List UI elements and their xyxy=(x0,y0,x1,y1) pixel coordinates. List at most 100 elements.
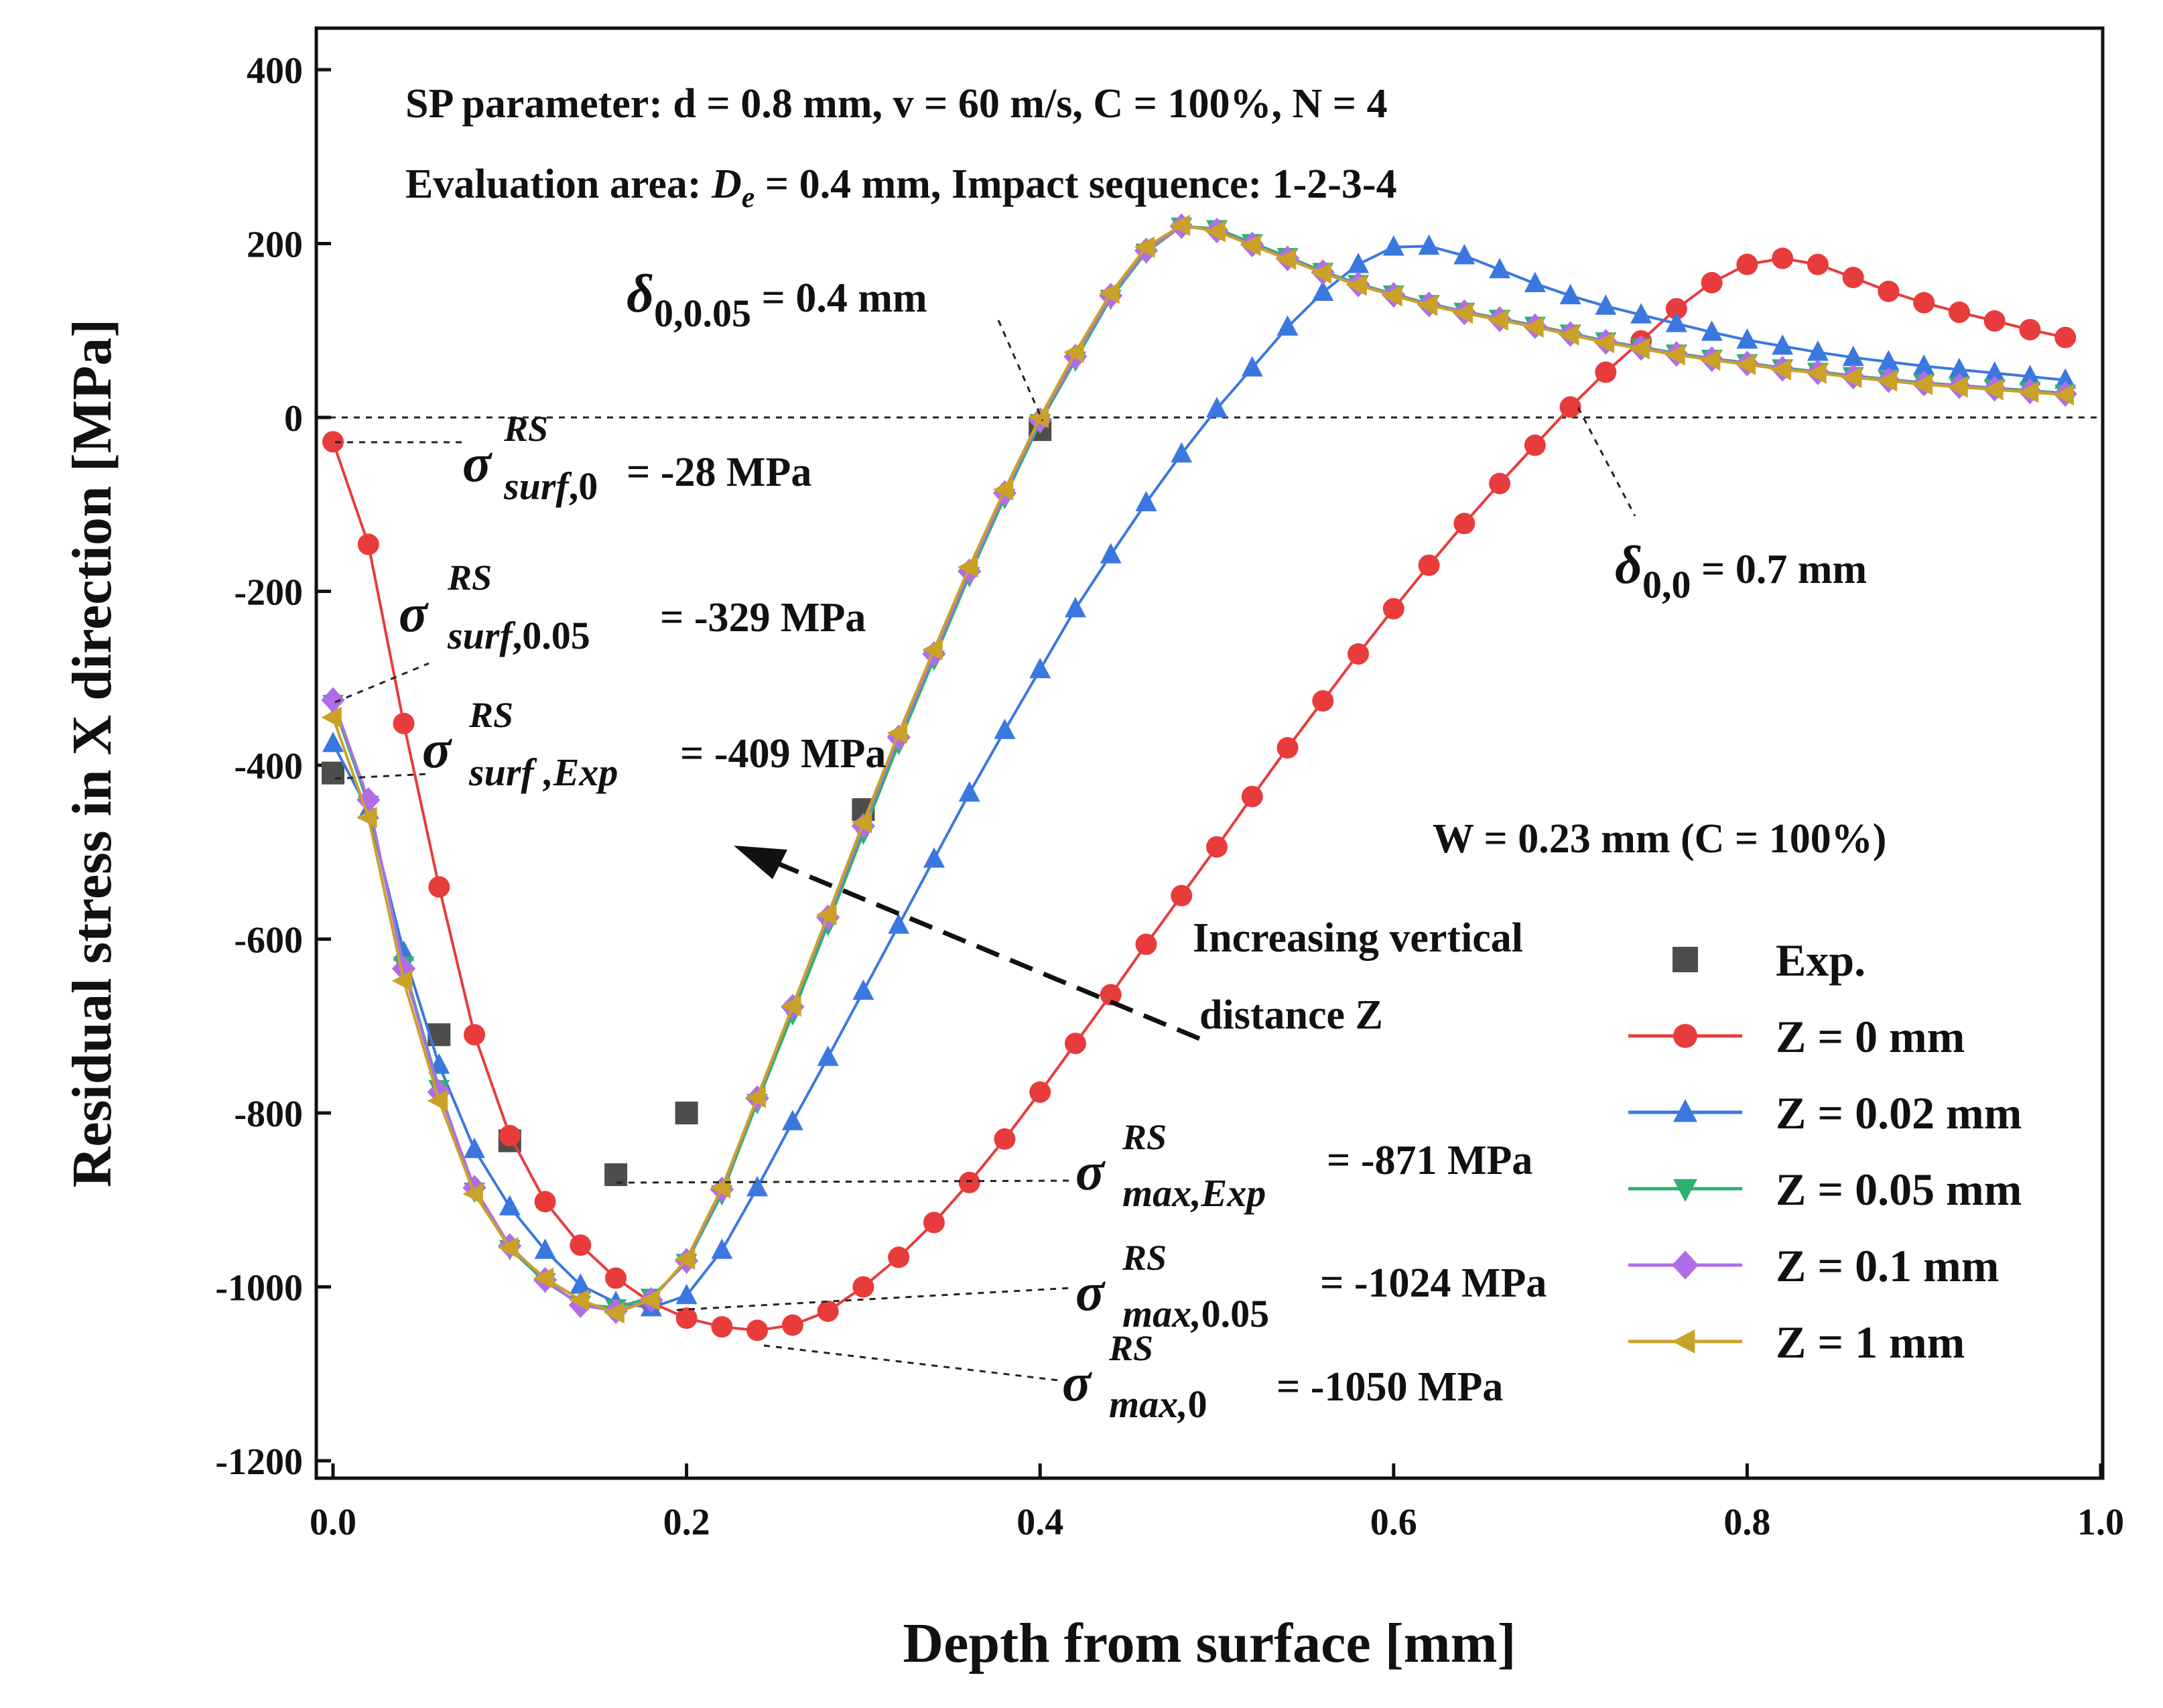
increasing-z-arrow xyxy=(734,846,1201,1041)
data-point xyxy=(428,876,450,898)
y-tick-label: -1000 xyxy=(215,1268,303,1309)
sigma-surf-0-annotation: σ RS surf,0 = -28 MPa xyxy=(462,409,811,508)
sigma-max-exp-subscript: max,Exp xyxy=(1122,1171,1266,1215)
data-point xyxy=(816,904,837,926)
delta-0-annotation: δ0,0 = 0.7 mm xyxy=(1615,536,1867,606)
arrow-label-line2: distance Z xyxy=(1199,992,1383,1038)
data-point xyxy=(923,1211,945,1234)
legend-marker xyxy=(1673,1179,1697,1202)
data-point xyxy=(533,1267,554,1289)
data-point xyxy=(1595,361,1617,383)
data-point xyxy=(1028,407,1049,428)
data-point xyxy=(675,1102,698,1124)
data-point xyxy=(356,806,377,828)
data-point xyxy=(1559,396,1581,418)
series-2 xyxy=(322,247,2077,1341)
data-point xyxy=(1382,285,1402,307)
data-point xyxy=(1947,376,1968,398)
legend-label: Z = 0.02 mm xyxy=(1776,1088,2022,1138)
data-point xyxy=(570,1273,592,1294)
data-point xyxy=(888,1246,910,1268)
delta-005-subscript: 0,0.05 xyxy=(654,291,751,335)
data-point xyxy=(357,533,379,555)
data-point xyxy=(922,639,943,661)
sigma-surf-0-symbol: σ xyxy=(462,434,493,493)
data-point xyxy=(1489,257,1511,279)
data-point xyxy=(321,706,342,728)
data-point xyxy=(781,1110,803,1130)
data-point xyxy=(1169,214,1191,237)
x-tick-label: 1.0 xyxy=(2077,1502,2124,1543)
data-point xyxy=(2019,365,2041,385)
data-point xyxy=(1878,350,1900,371)
data-point xyxy=(1382,598,1404,620)
data-point xyxy=(322,761,344,785)
delta-0-subscript: 0,0 xyxy=(1642,563,1691,606)
data-point xyxy=(1348,643,1370,665)
legend-label: Z = 0.05 mm xyxy=(1776,1164,2022,1215)
data-point xyxy=(1842,345,1864,367)
sigma-max-0-subscript: max,0 xyxy=(1109,1382,1207,1426)
sigma-max-005-subscript: max,0.05 xyxy=(1122,1292,1269,1335)
data-point xyxy=(1770,358,1791,381)
data-point xyxy=(745,1086,766,1108)
data-point xyxy=(1029,657,1051,679)
data-point xyxy=(1701,271,1723,293)
series-3 xyxy=(322,234,2077,1317)
leader-max-0 xyxy=(763,1344,1059,1382)
data-point xyxy=(534,1238,556,1259)
sigma-max-exp-superscript: RS xyxy=(1122,1117,1167,1157)
data-point xyxy=(1275,248,1297,270)
data-point xyxy=(817,1045,839,1066)
data-point xyxy=(1453,244,1476,265)
legend-marker xyxy=(1672,1329,1695,1354)
sp-parameter-text: SP parameter: d = 0.8 mm, v = 60 m/s, C … xyxy=(405,81,1388,127)
data-point xyxy=(1241,785,1263,807)
data-point xyxy=(1452,302,1473,324)
data-point xyxy=(2054,326,2077,348)
y-tick-label: 400 xyxy=(247,50,303,92)
sigma-max-005-sub-b: 0.05 xyxy=(1201,1292,1270,1335)
sigma-surf-exp-symbol: σ xyxy=(422,720,452,779)
data-point xyxy=(1240,235,1261,257)
sigma-max-exp-symbol: σ xyxy=(1075,1142,1106,1201)
data-point xyxy=(888,913,910,934)
data-point xyxy=(1736,253,1758,275)
sigma-max-0-sub-b: 0 xyxy=(1188,1382,1207,1426)
data-point xyxy=(1064,596,1086,618)
data-point xyxy=(1100,543,1122,564)
data-point xyxy=(639,1289,660,1311)
legend-marker xyxy=(1673,1024,1697,1048)
legend-label: Z = 1 mm xyxy=(1776,1317,1965,1368)
legend-label: Z = 0 mm xyxy=(1776,1011,1965,1062)
sigma-surf-exp-subscript: surf ,Exp xyxy=(468,750,618,794)
data-point xyxy=(1312,280,1334,301)
data-point xyxy=(1206,836,1228,858)
data-point xyxy=(1029,1081,1051,1103)
sigma-surf-005-symbol: σ xyxy=(399,584,429,643)
data-point xyxy=(499,1195,521,1216)
sigma-surf-0-value: = -28 MPa xyxy=(627,450,811,495)
data-point xyxy=(1876,370,1898,392)
leader-lines xyxy=(334,320,1636,1382)
data-point xyxy=(1913,354,1935,375)
data-point xyxy=(1418,234,1440,255)
data-point xyxy=(1489,472,1511,495)
data-point xyxy=(1983,379,2004,401)
delta-symbol: δ xyxy=(627,265,654,324)
delta-005-value: = 0.4 mm xyxy=(751,275,927,321)
sigma-surf-005-superscript: RS xyxy=(447,557,492,598)
data-point xyxy=(1417,294,1438,316)
data-point xyxy=(605,1267,627,1289)
sigma-max-005-value: = -1024 MPa xyxy=(1320,1260,1547,1306)
arrow-label-line1: Increasing vertical xyxy=(1193,915,1523,961)
data-point xyxy=(851,811,872,834)
data-point xyxy=(1736,328,1758,349)
leader-max-005 xyxy=(676,1287,1073,1311)
data-point xyxy=(994,1128,1016,1150)
x-axis-label: Depth from surface [mm] xyxy=(903,1612,1516,1674)
delta-symbol-2: δ xyxy=(1615,536,1642,595)
data-point xyxy=(852,979,874,1000)
data-point xyxy=(1806,362,1827,384)
legend: Exp. Z = 0 mm Z = 0.02 mm Z = 0.05 mm Z = 0.… xyxy=(1628,935,2022,1368)
